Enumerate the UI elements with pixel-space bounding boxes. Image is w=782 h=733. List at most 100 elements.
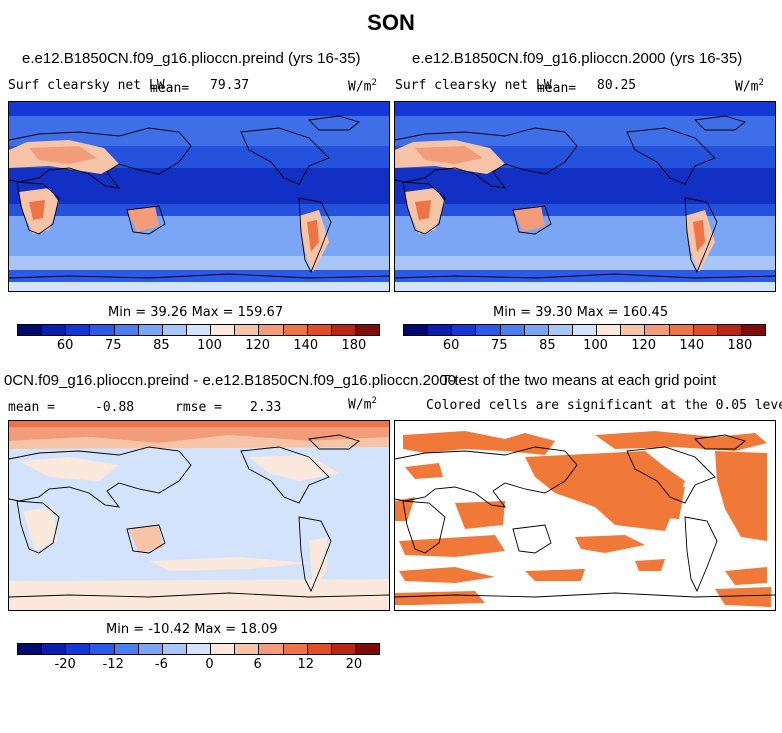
- top-right-map-field: [395, 102, 775, 291]
- colorbar-swatch: [90, 644, 115, 654]
- top-right-mean-value: 80.25: [597, 78, 637, 93]
- colorbar-swatch: [66, 325, 91, 335]
- top-right-minmax: Min = 39.30 Max = 160.45: [493, 305, 669, 320]
- top-left-units: W/m2: [348, 78, 377, 95]
- colorbar-swatch: [186, 644, 212, 654]
- colorbar-swatch: [524, 325, 549, 335]
- colorbar-tick-label: 60: [56, 338, 74, 353]
- top-right-variable-label: Surf clearsky net LW: [395, 78, 552, 93]
- colorbar-tick-label: 75: [104, 338, 122, 353]
- colorbar-swatch: [741, 325, 766, 335]
- colorbar-swatch: [717, 325, 742, 335]
- colorbar-swatch: [162, 644, 187, 654]
- colorbar-tick-label: 20: [345, 657, 363, 672]
- bottom-right-panel-title: T-test of the two means at each grid poi…: [441, 372, 717, 389]
- colorbar-swatch: [114, 325, 139, 335]
- colorbar-swatch: [66, 644, 91, 654]
- colorbar-tick-label: -12: [102, 657, 124, 672]
- top-left-map: [8, 101, 390, 292]
- colorbar-swatch: [18, 325, 43, 335]
- top-left-colorbar-ticks: 60 75 85 100 120 140 180: [17, 336, 378, 353]
- bottom-right-subtitle: Colored cells are significant at the 0.0…: [426, 398, 782, 413]
- colorbar-tick-label: 180: [341, 338, 367, 353]
- colorbar-swatch: [355, 644, 380, 654]
- colorbar-swatch: [259, 644, 284, 654]
- colorbar-swatch: [476, 325, 501, 335]
- colorbar-swatch: [235, 325, 260, 335]
- bottom-left-minmax: Min = -10.42 Max = 18.09: [106, 622, 278, 637]
- colorbar-swatch: [307, 644, 332, 654]
- bottom-left-colorbar-ticks: -20 -12 -6 0 6 12 20: [17, 655, 378, 672]
- colorbar-swatch: [186, 325, 212, 335]
- colorbar-swatch: [452, 325, 477, 335]
- colorbar-tick-label: 120: [245, 338, 271, 353]
- colorbar-swatch: [283, 644, 308, 654]
- bottom-left-colorbar: [17, 643, 380, 655]
- colorbar-swatch: [235, 644, 260, 654]
- colorbar-swatch: [211, 644, 236, 654]
- bottom-left-map-field: [9, 421, 389, 610]
- bottom-right-map-field: [395, 421, 775, 610]
- colorbar-swatch: [259, 325, 284, 335]
- colorbar-swatch: [331, 644, 356, 654]
- bottom-left-rmse-label: rmse =: [175, 400, 222, 415]
- colorbar-swatch: [90, 325, 115, 335]
- top-left-minmax: Min = 39.26 Max = 159.67: [108, 305, 284, 320]
- top-right-map: [394, 101, 776, 292]
- top-left-colorbar: [17, 324, 380, 336]
- colorbar-tick-label: 100: [197, 338, 222, 353]
- colorbar-swatch: [572, 325, 598, 335]
- colorbar-tick-label: 75: [490, 338, 508, 353]
- colorbar-swatch: [428, 325, 453, 335]
- colorbar-tick-label: 60: [442, 338, 460, 353]
- colorbar-swatch: [283, 325, 308, 335]
- colorbar-swatch: [18, 644, 43, 654]
- colorbar-swatch: [693, 325, 718, 335]
- colorbar-swatch: [42, 644, 67, 654]
- colorbar-tick-label: 100: [583, 338, 608, 353]
- colorbar-swatch: [211, 325, 236, 335]
- top-right-map-coastlines: [395, 115, 775, 279]
- colorbar-tick-label: -6: [154, 657, 168, 672]
- colorbar-tick-label: 12: [297, 657, 315, 672]
- colorbar-swatch: [331, 325, 356, 335]
- colorbar-swatch: [621, 325, 646, 335]
- top-left-variable-label: Surf clearsky net LW: [8, 78, 165, 93]
- colorbar-swatch: [597, 325, 622, 335]
- top-left-panel-title: e.e12.B1850CN.f09_g16.plioccn.preind (yr…: [22, 50, 361, 67]
- significance-cells: [395, 431, 771, 607]
- colorbar-tick-label: 6: [253, 657, 262, 672]
- bottom-left-units: W/m2: [348, 396, 377, 413]
- colorbar-tick-label: 0: [205, 657, 214, 672]
- bottom-left-rmse-value: 2.33: [250, 400, 282, 415]
- colorbar-swatch: [307, 325, 332, 335]
- bottom-left-mean-value: -0.88: [95, 400, 135, 415]
- bottom-left-mean-label: mean =: [8, 400, 55, 415]
- colorbar-tick-label: -20: [54, 657, 76, 672]
- top-left-map-coastlines: [9, 115, 389, 279]
- colorbar-tick-label: 140: [293, 338, 319, 353]
- colorbar-tick-label: 85: [539, 338, 556, 353]
- colorbar-swatch: [548, 325, 573, 335]
- colorbar-swatch: [162, 325, 187, 335]
- top-right-panel-title: e.e12.B1850CN.f09_g16.plioccn.2000 (yrs …: [412, 50, 743, 67]
- bottom-left-panel-title: 0CN.f09_g16.plioccn.preind - e.e12.B1850…: [4, 372, 456, 389]
- colorbar-swatch: [645, 325, 670, 335]
- top-right-units: W/m2: [735, 78, 764, 95]
- top-right-colorbar: [403, 324, 766, 336]
- colorbar-swatch: [138, 325, 163, 335]
- colorbar-tick-label: 120: [631, 338, 657, 353]
- colorbar-swatch: [355, 325, 380, 335]
- bottom-left-map-coastlines: [9, 434, 389, 598]
- top-right-mean-label: mean=: [537, 81, 577, 96]
- bottom-left-map: [8, 420, 390, 611]
- figure-title: SON: [367, 10, 415, 35]
- colorbar-swatch: [138, 644, 163, 654]
- top-left-map-field: [9, 102, 389, 291]
- colorbar-tick-label: 180: [727, 338, 753, 353]
- colorbar-swatch: [114, 644, 139, 654]
- top-left-mean-label: mean=: [150, 81, 190, 96]
- colorbar-swatch: [669, 325, 694, 335]
- bottom-right-map-coastlines: [395, 434, 775, 598]
- top-right-colorbar-ticks: 60 75 85 100 120 140 180: [403, 336, 764, 353]
